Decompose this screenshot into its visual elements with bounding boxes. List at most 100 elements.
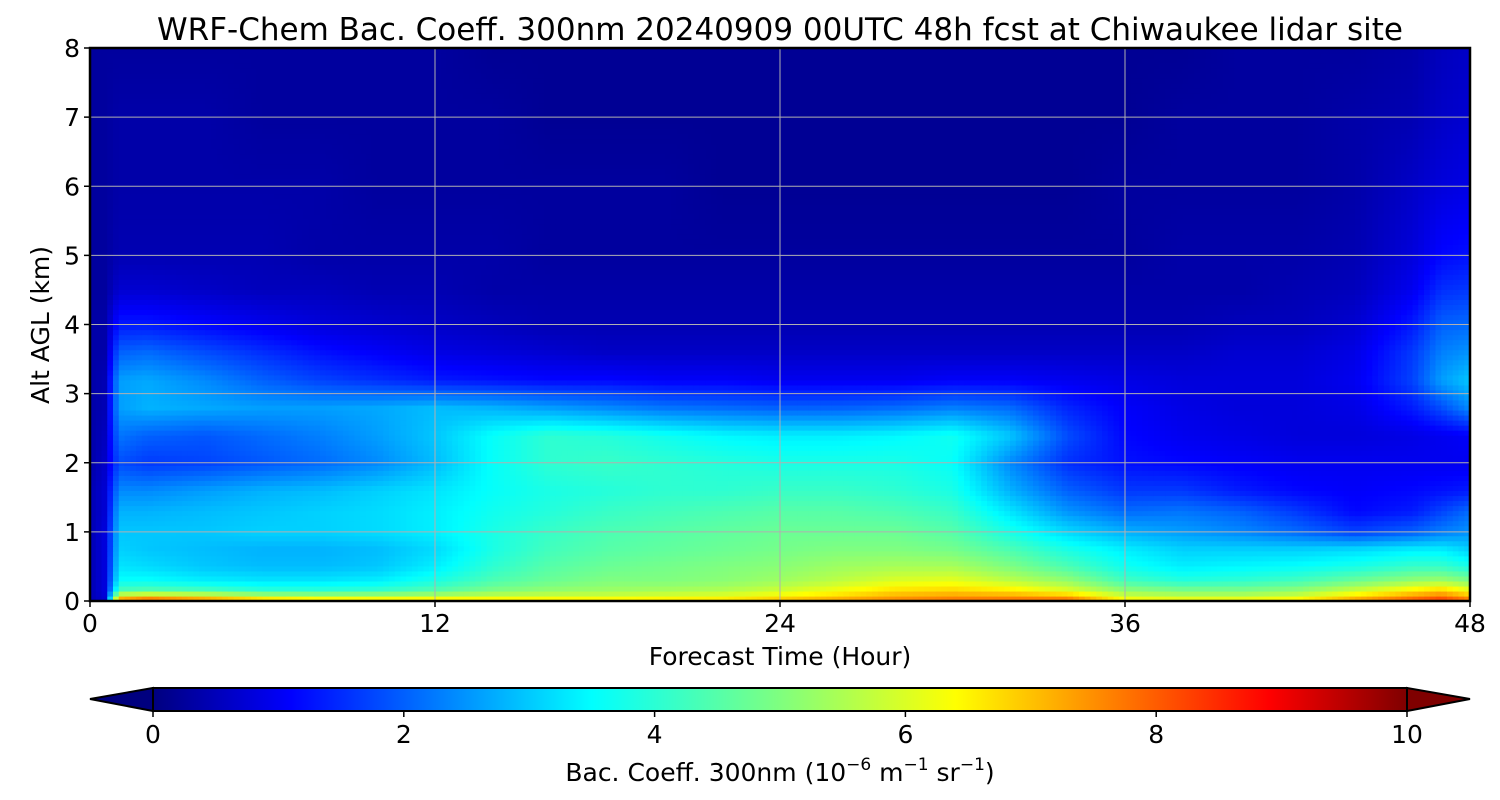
heatmap-cell [1309,556,1315,562]
heatmap-cell [521,546,527,552]
heatmap-cell [728,546,734,552]
heatmap-cell [234,581,240,587]
heatmap-cell [1338,516,1344,522]
heatmap-cell [533,500,539,506]
heatmap-cell [654,511,660,517]
heatmap-cell [999,521,1005,527]
heatmap-cell [251,556,257,562]
heatmap-cell [1459,536,1465,542]
heatmap-cell [1045,546,1051,552]
heatmap-cell [1344,551,1350,557]
heatmap-cell [1257,556,1263,562]
heatmap-cell [274,586,280,592]
heatmap-cell [769,551,775,557]
heatmap-cell [355,495,361,501]
heatmap-cell [970,495,976,501]
heatmap-cell [107,536,113,542]
heatmap-cell [907,551,913,557]
heatmap-cell [401,516,407,522]
heatmap-cell [1004,505,1010,511]
heatmap-cell [608,495,614,501]
heatmap-cell [1378,521,1384,527]
heatmap-cell [1131,495,1137,501]
heatmap-cell [383,571,389,577]
heatmap-cell [504,576,510,582]
heatmap-cell [861,586,867,592]
heatmap-cell [924,581,930,587]
heatmap-cell [1079,500,1085,506]
heatmap-cell [608,561,614,567]
heatmap-cell [855,536,861,542]
heatmap-cell [274,556,280,562]
heatmap-cell [872,551,878,557]
heatmap-cell [136,566,142,572]
heatmap-cell [418,495,424,501]
heatmap-cell [866,511,872,517]
heatmap-cell [228,541,234,547]
heatmap-cell [1263,500,1269,506]
heatmap-cell [1188,571,1194,577]
heatmap-cell [619,556,625,562]
heatmap-cell [1321,586,1327,592]
heatmap-cell [1430,536,1436,542]
heatmap-cell [740,571,746,577]
heatmap-cell [136,571,142,577]
heatmap-cell [309,586,315,592]
heatmap-cell [953,516,959,522]
heatmap-cell [1056,571,1062,577]
heatmap-cell [1441,505,1447,511]
heatmap-cell [1315,541,1321,547]
heatmap-cell [349,576,355,582]
heatmap-cell [1275,581,1281,587]
heatmap-cell [613,536,619,542]
heatmap-cell [1148,541,1154,547]
heatmap-cell [832,546,838,552]
heatmap-cell [1194,561,1200,567]
heatmap-cell [309,551,315,557]
heatmap-cell [1177,500,1183,506]
heatmap-cell [803,521,809,527]
heatmap-cell [481,566,487,572]
heatmap-cell [1229,571,1235,577]
heatmap-cell [332,586,338,592]
heatmap-cell [217,581,223,587]
heatmap-cell [815,505,821,511]
heatmap-cell [843,500,849,506]
heatmap-cell [510,495,516,501]
heatmap-cell [1413,546,1419,552]
heatmap-cell [636,541,642,547]
heatmap-cell [412,500,418,506]
heatmap-cell [1079,511,1085,517]
heatmap-cell [113,571,119,577]
heatmap-cell [406,546,412,552]
heatmap-cell [240,495,246,501]
heatmap-cell [815,500,821,506]
heatmap-cell [332,516,338,522]
heatmap-cell [222,571,228,577]
heatmap-cell [688,495,694,501]
heatmap-cell [297,511,303,517]
heatmap-cell [608,581,614,587]
heatmap-cell [1137,591,1143,597]
heatmap-cell [1062,581,1068,587]
heatmap-cell [1131,546,1137,552]
heatmap-cell [1246,571,1252,577]
heatmap-cell [504,586,510,592]
heatmap-cell [1436,566,1442,572]
heatmap-cell [211,551,217,557]
heatmap-cell [562,495,568,501]
heatmap-cell [912,546,918,552]
heatmap-cell [688,576,694,582]
heatmap-cell [849,576,855,582]
heatmap-cell [314,526,320,532]
heatmap-cell [1246,526,1252,532]
heatmap-cell [297,576,303,582]
heatmap-cell [332,511,338,517]
heatmap-cell [1263,556,1269,562]
heatmap-cell [199,505,205,511]
heatmap-cell [125,546,131,552]
heatmap-cell [360,571,366,577]
heatmap-cell [665,521,671,527]
heatmap-cell [855,546,861,552]
heatmap-cell [734,536,740,542]
